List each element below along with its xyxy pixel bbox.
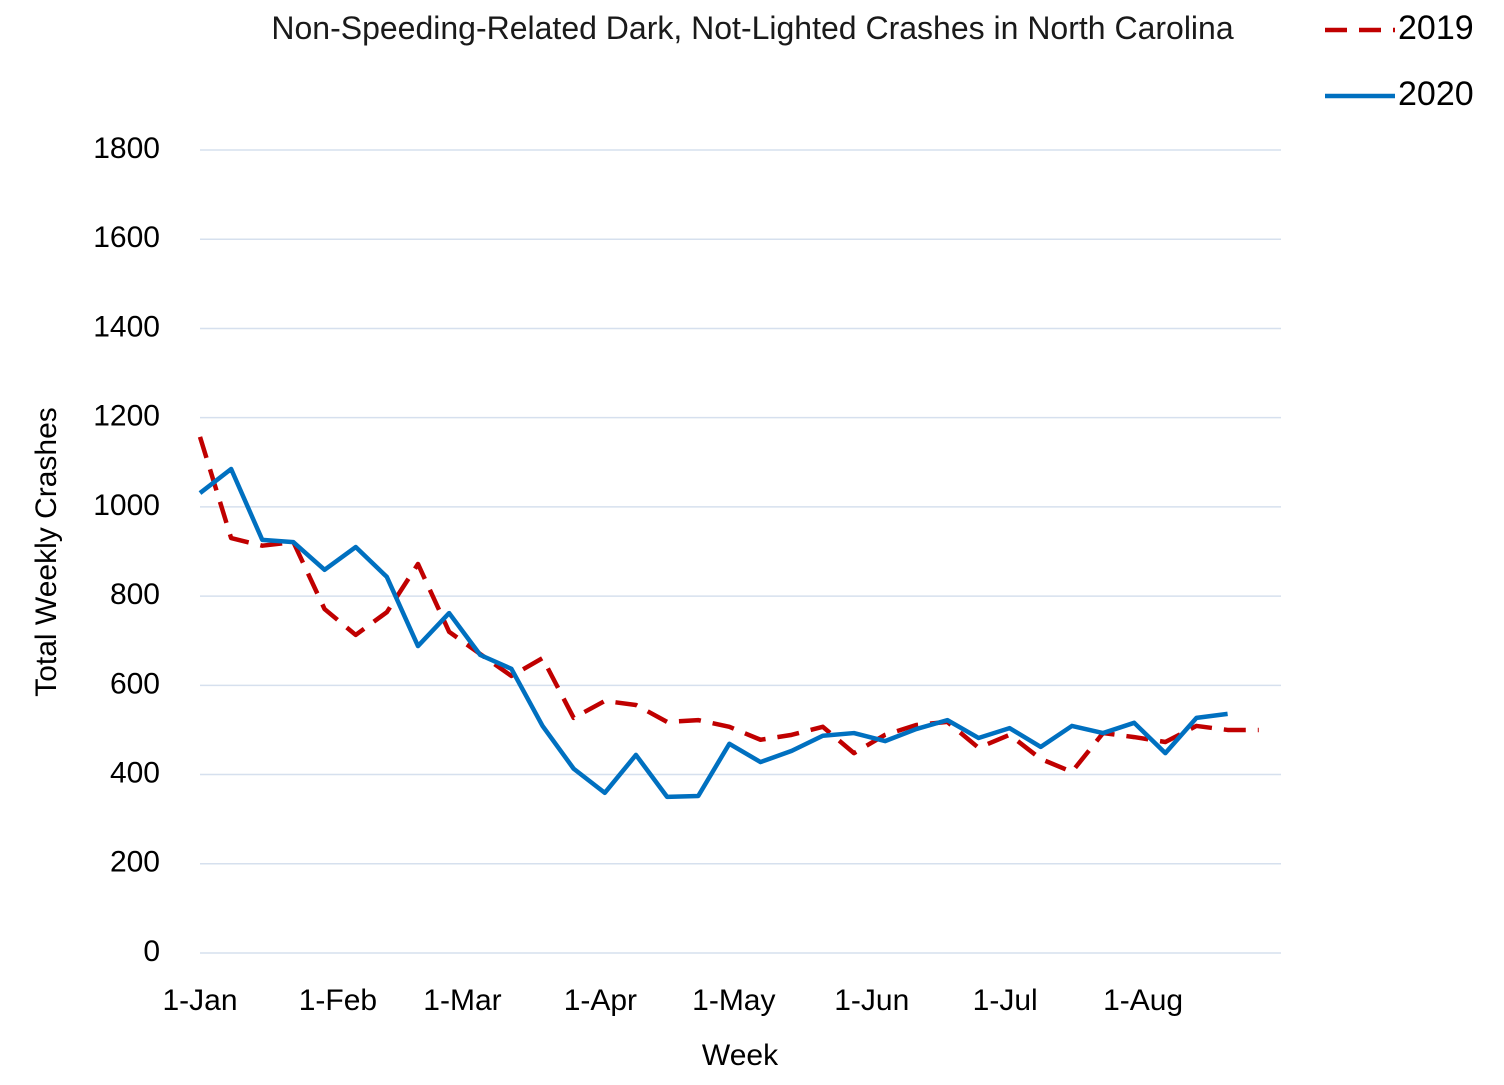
x-tick-label: 1-May — [692, 984, 775, 1017]
y-tick-label: 600 — [110, 667, 160, 700]
x-tick-label: 1-Apr — [564, 984, 637, 1017]
series-line — [198, 466, 1228, 800]
x-tick-label: 1-Mar — [423, 984, 501, 1017]
series-line — [197, 436, 1259, 775]
x-tick-label: 1-Jul — [973, 984, 1038, 1017]
y-tick-label: 1600 — [93, 221, 160, 254]
legend-label: 2020 — [1398, 75, 1474, 113]
x-tick-label: 1-Feb — [299, 984, 377, 1017]
x-axis-label: Week — [702, 1039, 779, 1072]
y-tick-label: 1000 — [93, 489, 160, 522]
y-tick-label: 1800 — [93, 132, 160, 165]
y-tick-label: 1400 — [93, 310, 160, 343]
x-tick-label: 1-Jun — [834, 984, 909, 1017]
x-tick-label: 1-Jan — [162, 984, 237, 1017]
chart-title: Non-Speeding-Related Dark, Not-Lighted C… — [271, 10, 1234, 46]
y-axis-label: Total Weekly Crashes — [30, 407, 63, 697]
legend-label: 2019 — [1398, 9, 1474, 47]
x-tick-label: 1-Aug — [1103, 984, 1183, 1017]
y-tick-label: 200 — [110, 846, 160, 879]
y-tick-label: 1200 — [93, 400, 160, 433]
y-tick-label: 0 — [143, 935, 160, 968]
y-tick-label: 400 — [110, 756, 160, 789]
y-tick-label: 800 — [110, 578, 160, 611]
